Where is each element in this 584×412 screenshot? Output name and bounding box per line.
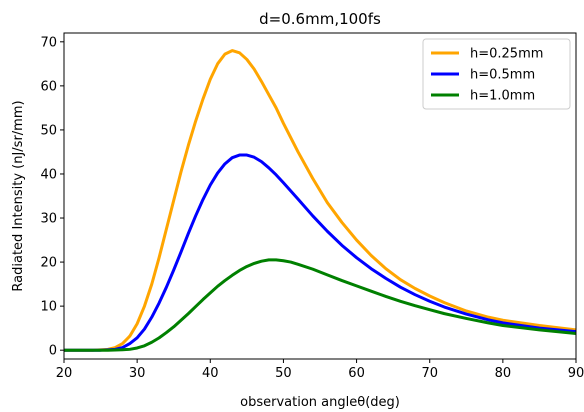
x-tick-label: 40: [202, 366, 219, 381]
y-tick-label: 40: [40, 167, 57, 182]
x-tick-label: 90: [568, 366, 584, 381]
legend-label: h=1.0mm: [470, 89, 535, 104]
legend-box: [422, 38, 571, 110]
series-line-1: [64, 49, 576, 352]
x-tick-label: 20: [56, 366, 73, 381]
series-lines: [64, 49, 576, 352]
x-axis-label: observation angleθ(deg): [240, 395, 400, 410]
chart-title: d=0.6mm,100fs: [259, 10, 381, 28]
y-tick-label: 60: [40, 79, 57, 94]
y-axis-label: Radiated Intensity (nJ/sr/mm): [11, 100, 26, 291]
series-line-2: [64, 153, 576, 352]
y-tick-label: 70: [40, 35, 57, 50]
x-tick-label: 30: [129, 366, 146, 381]
y-tick-label: 20: [40, 256, 57, 271]
y-tick-label: 0: [49, 344, 57, 359]
y-tick-label: 30: [40, 212, 57, 227]
x-axis-ticks: 20 30 40 50 60 70 80 90: [56, 359, 584, 381]
legend-label: h=0.25mm: [470, 47, 543, 62]
series-line-3: [64, 258, 576, 352]
plot-frame: [63, 32, 577, 360]
x-tick-label: 50: [275, 366, 292, 381]
x-tick-label: 80: [495, 366, 512, 381]
y-tick-label: 50: [40, 123, 57, 138]
x-tick-label: 60: [348, 366, 365, 381]
y-tick-label: 10: [40, 300, 57, 315]
legend: h=0.25mm h=0.5mm h=1.0mm: [422, 38, 571, 110]
legend-label: h=0.5mm: [470, 68, 535, 83]
x-tick-label: 70: [421, 366, 438, 381]
y-axis-ticks: 0 10 20 30 40 50 60 70: [40, 35, 64, 359]
